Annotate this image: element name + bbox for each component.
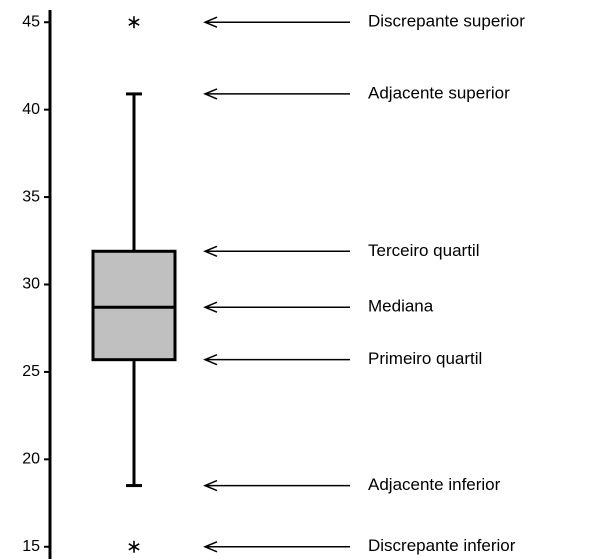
arrow-head	[203, 353, 218, 366]
arrow-head	[203, 245, 218, 257]
y-tick-label: 30	[22, 276, 40, 293]
annotation: Discrepante superior	[368, 12, 525, 31]
outlier	[128, 540, 140, 553]
box	[91, 249, 177, 362]
outlier	[128, 16, 140, 29]
annotation: Adjacente inferior	[368, 475, 501, 494]
arrow-head	[203, 479, 218, 492]
arrow-head	[203, 541, 218, 553]
y-tick-label: 40	[22, 101, 40, 118]
annotation: Discrepante inferior	[368, 536, 516, 555]
annotation: Terceiro quartil	[368, 241, 480, 260]
arrow-head	[203, 16, 218, 28]
y-tick-label: 45	[22, 13, 40, 30]
annotation: Primeiro quartil	[368, 349, 482, 368]
y-tick-label: 25	[22, 363, 40, 380]
y-tick-label: 20	[22, 451, 40, 468]
y-tick-label: 35	[22, 188, 40, 205]
arrow-head	[203, 301, 218, 313]
annotation: Adjacente superior	[368, 83, 510, 102]
arrow-head	[203, 88, 218, 100]
annotation: Mediana	[368, 297, 434, 316]
y-tick-label: 15	[22, 538, 40, 555]
